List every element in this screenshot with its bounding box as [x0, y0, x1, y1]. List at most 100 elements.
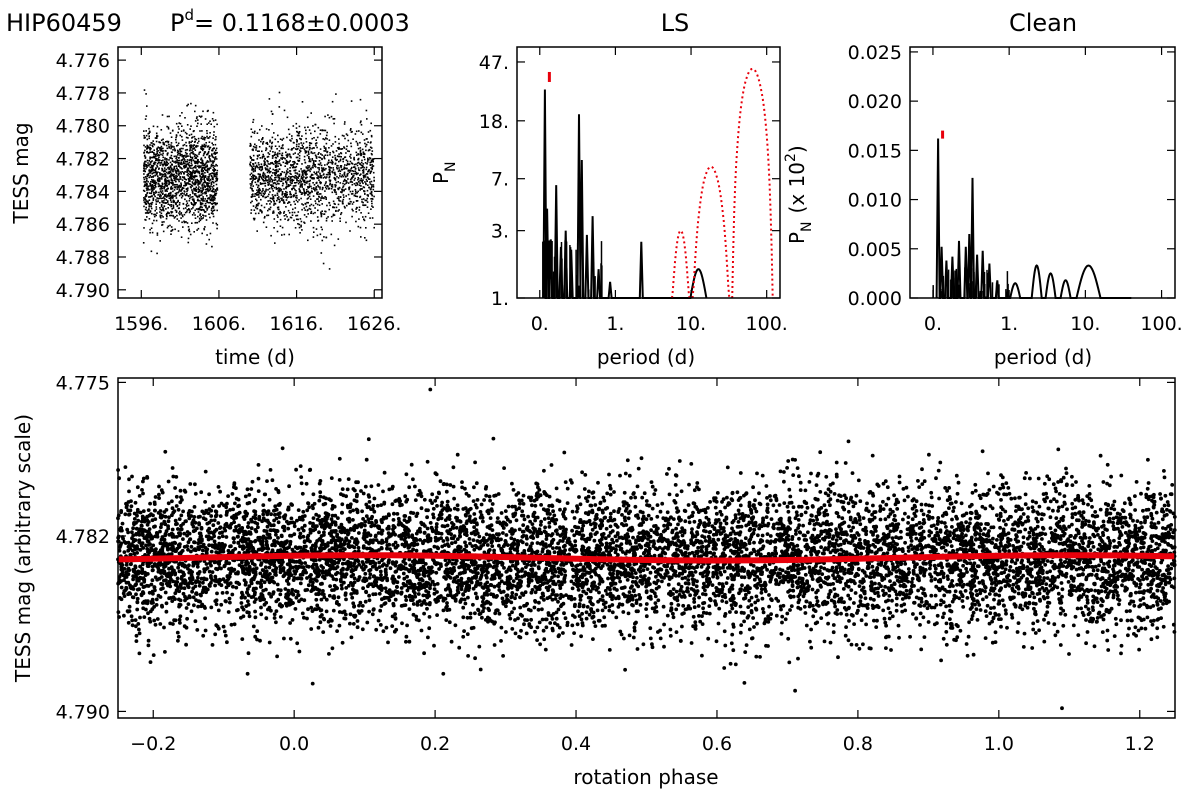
lightcurve-point: [256, 189, 258, 191]
lightcurve-point: [173, 195, 176, 197]
lightcurve-point: [274, 202, 277, 205]
lightcurve-point: [276, 221, 279, 223]
phased-point: [416, 592, 421, 596]
lightcurve-point: [182, 215, 184, 218]
lightcurve-point: [299, 147, 302, 149]
lightcurve-point: [164, 182, 166, 184]
lightcurve-point: [317, 171, 320, 173]
lightcurve-point: [150, 195, 153, 198]
lightcurve-point: [262, 173, 264, 175]
lightcurve-point: [325, 148, 327, 151]
lightcurve-point: [290, 156, 292, 159]
lightcurve-point: [269, 203, 271, 205]
lightcurve-point: [180, 236, 183, 238]
lightcurve-point: [146, 187, 149, 189]
lightcurve-point: [325, 188, 328, 190]
lightcurve-point: [318, 152, 320, 154]
lightcurve-point: [335, 210, 337, 212]
lightcurve-point: [369, 181, 371, 183]
lightcurve-point: [178, 213, 181, 216]
lightcurve-point: [338, 169, 341, 171]
lightcurve-point: [206, 182, 208, 184]
lightcurve-point: [166, 188, 168, 190]
lightcurve-point: [281, 171, 283, 173]
lightcurve-point: [204, 156, 206, 159]
lightcurve-point: [351, 193, 354, 195]
lightcurve-point: [360, 154, 363, 156]
phased-point: [1061, 475, 1066, 480]
lightcurve-point: [196, 169, 198, 171]
lightcurve-point: [200, 158, 202, 161]
lightcurve-point: [281, 152, 284, 155]
lightcurve-point: [366, 206, 369, 208]
lightcurve-point: [360, 177, 363, 180]
clean-xtick-label: 0.: [924, 313, 942, 335]
lightcurve-point: [212, 161, 214, 164]
lightcurve-point: [352, 175, 354, 177]
lightcurve-point: [178, 164, 180, 167]
lightcurve-point: [155, 167, 157, 169]
phased-point: [277, 503, 282, 507]
lightcurve-point: [154, 187, 156, 189]
lightcurve-point: [147, 132, 150, 135]
lightcurve-point: [343, 196, 345, 198]
lightcurve-point: [150, 184, 153, 187]
lightcurve-point: [302, 173, 304, 175]
lightcurve-point: [273, 163, 275, 165]
lightcurve-point: [175, 197, 178, 199]
lightcurve-point: [160, 149, 163, 151]
phased-point: [899, 529, 903, 534]
lightcurve-point: [300, 180, 303, 183]
lightcurve-point: [285, 159, 288, 162]
lightcurve-point: [193, 212, 195, 214]
lightcurve-point: [277, 170, 280, 172]
lightcurve-point: [185, 136, 188, 139]
lightcurve-point: [341, 174, 344, 176]
phased-point: [652, 492, 657, 496]
lightcurve-point: [203, 167, 206, 169]
lightcurve-point: [294, 166, 297, 169]
lightcurve-point: [267, 163, 270, 165]
lightcurve-point: [325, 198, 327, 200]
lightcurve-point: [280, 177, 283, 180]
phased-point: [723, 643, 728, 648]
lightcurve-point: [315, 142, 318, 144]
lightcurve-point: [256, 199, 258, 202]
lightcurve-point: [334, 203, 336, 205]
lightcurve-point: [160, 188, 163, 190]
lightcurve-point: [145, 134, 148, 137]
lightcurve-point: [151, 231, 154, 234]
lightcurve-point: [365, 227, 367, 229]
lightcurve-point: [143, 152, 145, 154]
lightcurve-point: [371, 168, 373, 170]
lightcurve-point: [150, 207, 153, 210]
lightcurve-point: [166, 158, 168, 161]
lightcurve-point: [307, 190, 309, 193]
lightcurve-point: [151, 190, 153, 193]
phased-point: [1146, 582, 1151, 587]
lightcurve-point: [254, 146, 256, 149]
lightcurve-point: [161, 147, 163, 150]
lightcurve-point: [254, 206, 257, 209]
lightcurve-point: [213, 131, 215, 133]
lightcurve-point: [359, 147, 362, 149]
lightcurve-point: [371, 217, 374, 219]
lightcurve-point: [309, 179, 311, 182]
lightcurve-point: [277, 176, 279, 179]
phased-point: [425, 459, 430, 464]
lightcurve-point: [213, 175, 216, 178]
lightcurve-point: [360, 152, 362, 155]
lightcurve-point: [143, 164, 145, 166]
lightcurve-point: [191, 137, 193, 139]
lightcurve-point: [190, 141, 192, 144]
lightcurve-point: [202, 162, 205, 165]
lightcurve-point: [343, 174, 346, 176]
lightcurve-point: [250, 176, 253, 178]
lightcurve-point: [293, 176, 295, 178]
lightcurve-point: [195, 160, 198, 163]
lightcurve-point: [335, 206, 338, 209]
lightcurve-point: [249, 183, 252, 185]
lightcurve-point: [148, 132, 150, 134]
phased-point: [330, 513, 335, 518]
lightcurve-point: [372, 159, 374, 162]
